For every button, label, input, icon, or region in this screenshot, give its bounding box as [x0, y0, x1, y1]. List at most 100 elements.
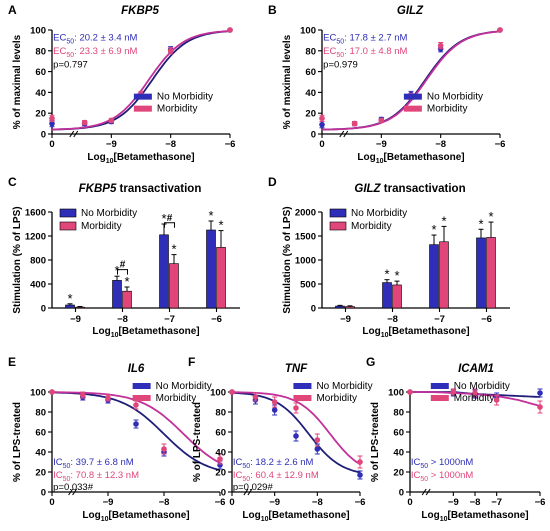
x-tick-label: −9 — [103, 497, 114, 508]
data-point — [450, 389, 457, 395]
annotation: EC50: 20.2 ± 3.4 nM — [53, 32, 137, 45]
y-tick-label: 80 — [35, 46, 46, 57]
x-tick-label: −8 — [470, 497, 481, 508]
bar — [429, 244, 439, 309]
data-point — [167, 48, 174, 54]
y-tick-label: 0 — [41, 130, 46, 141]
annotation: IC50 > 1000nM — [411, 457, 474, 470]
panel-title: FKBP5 — [121, 5, 159, 17]
x-axis-label: Log10[Betamethasone] — [82, 510, 189, 523]
x-tick-label: −6 — [211, 314, 222, 325]
legend-swatch — [329, 208, 347, 218]
y-tick-label: 1000 — [295, 256, 316, 267]
legend-swatch — [430, 395, 449, 401]
data-point — [271, 407, 278, 413]
significance-star: * — [161, 211, 166, 226]
x-tick-label: −6 — [495, 139, 506, 150]
x-tick-label: −6 — [355, 497, 366, 508]
data-point — [472, 390, 478, 396]
data-point — [252, 394, 259, 400]
annotation: EC50: 23.3 ± 6.9 nM — [53, 46, 137, 59]
significance-star: * — [208, 208, 213, 223]
x-tick-label: 0 — [49, 139, 54, 150]
data-point — [271, 399, 278, 405]
annotation: IC50: 39.7 ± 6.8 nM — [53, 457, 134, 470]
x-tick-label: −7 — [491, 497, 502, 508]
axis-break — [425, 488, 431, 496]
y-tick-label: 20 — [35, 109, 46, 120]
legend-label: Morbidity — [157, 104, 198, 115]
y-tick-label: 1600 — [25, 208, 46, 219]
x-tick-label: −8 — [165, 139, 176, 150]
y-tick-label: 20 — [35, 468, 46, 479]
y-tick-label: 100 — [388, 388, 404, 399]
bar — [159, 234, 169, 309]
x-tick-label: −8 — [117, 314, 128, 325]
x-tick-label: −7 — [434, 314, 445, 325]
legend-label: Morbidity — [454, 393, 495, 404]
fit-curve-0 — [52, 391, 221, 472]
data-point — [407, 389, 413, 395]
panel-letter: B — [268, 3, 277, 17]
y-tick-label: 80 — [215, 408, 226, 419]
y-tick-label: 40 — [215, 448, 226, 459]
significance-star: * — [384, 267, 389, 282]
x-tick-label: −9 — [340, 314, 351, 325]
panel-letter: A — [8, 3, 17, 17]
legend-label: No Morbidity — [156, 381, 212, 392]
y-tick-label: 80 — [35, 408, 46, 419]
panel-letter: C — [8, 175, 17, 189]
annotation: IC50 > 1000nM — [411, 470, 474, 483]
y-tick-label: 500 — [300, 280, 316, 291]
axis-break — [421, 488, 427, 496]
x-tick-label: −8 — [387, 314, 398, 325]
legend-swatch — [403, 105, 422, 112]
annotation: IC50: 18.2 ± 2.6 nM — [233, 457, 314, 470]
panel-A: A FKBP5 % of maximal levels Log10[Betametha… — [8, 3, 235, 165]
significance-star: * — [394, 268, 399, 283]
x-tick-label: −8 — [159, 497, 170, 508]
bar — [476, 237, 486, 309]
y-axis-label: % of LPS-treated — [192, 402, 203, 482]
significance-star: * — [478, 216, 483, 231]
annotation: p=0.033# — [53, 482, 94, 493]
bar — [335, 305, 345, 309]
x-tick-label: −9 — [269, 497, 280, 508]
x-tick-label: −6 — [481, 314, 492, 325]
legend-label: Morbidity — [427, 104, 468, 115]
y-tick-label: 60 — [393, 428, 404, 439]
y-tick-label: 20 — [305, 109, 316, 120]
legend-swatch — [329, 221, 347, 231]
x-axis-label: Log10[Betamethasone] — [362, 326, 469, 339]
data-point — [49, 120, 55, 127]
y-tick-label: 1500 — [295, 232, 316, 243]
panel-title: FKBP5 transactivation — [79, 183, 202, 195]
data-point — [351, 120, 358, 127]
axis-break — [68, 488, 74, 496]
legend-label: No Morbidity — [316, 381, 372, 392]
legend-label: Morbidity — [156, 393, 197, 404]
x-tick-label: 0 — [407, 497, 412, 508]
y-tick-label: 100 — [30, 388, 46, 399]
x-axis-label: Log10[Betamethasone] — [357, 152, 464, 165]
y-axis-label: % of LPS-treated — [12, 402, 23, 482]
x-tick-label: −8 — [435, 139, 446, 150]
panel-title: GILZ — [397, 5, 424, 17]
legend-label: Morbidity — [351, 221, 392, 232]
x-tick-label: −9 — [106, 139, 117, 150]
bar — [122, 290, 132, 309]
data-point — [497, 27, 503, 33]
y-tick-label: 100 — [210, 388, 226, 399]
x-axis-label: Log10[Betamethasone] — [242, 510, 349, 523]
x-axis-label: Log10[Betamethasone] — [92, 326, 199, 339]
legend-label: Morbidity — [81, 221, 122, 232]
annotation: p=0.979 — [323, 59, 358, 70]
y-tick-label: 40 — [393, 448, 404, 459]
legend-label: No Morbidity — [81, 208, 137, 219]
fit-curve-1 — [321, 30, 501, 131]
data-point — [80, 392, 86, 398]
y-tick-label: 1200 — [25, 232, 46, 243]
data-point — [161, 446, 167, 452]
annotation: EC50: 17.8 ± 2.7 nM — [323, 32, 407, 45]
